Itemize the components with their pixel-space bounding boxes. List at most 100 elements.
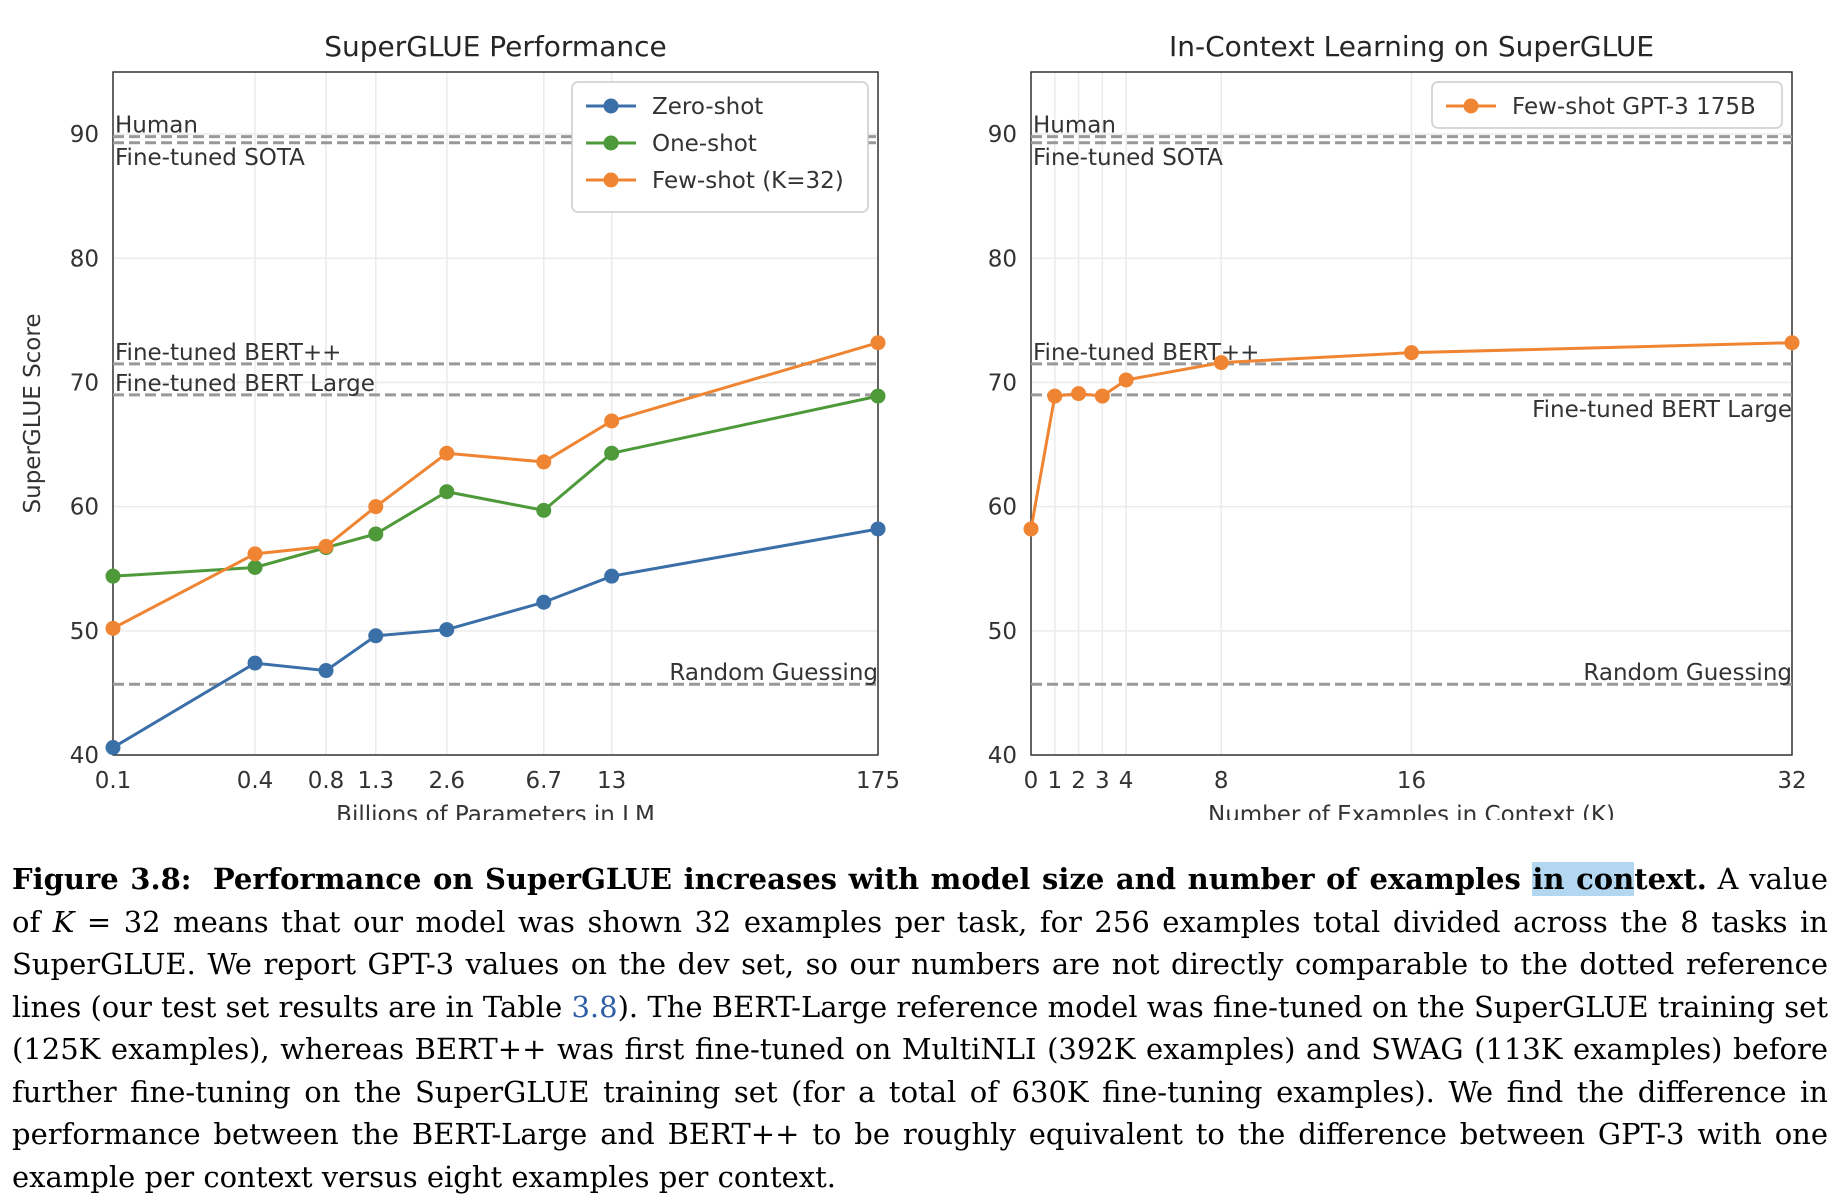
data-point [439, 484, 455, 500]
legend-label-few-shot-k-32: Few-shot (K=32) [652, 168, 844, 194]
data-point [1404, 345, 1419, 361]
series-line-zero-shot [112, 527, 879, 749]
x-axis-label: Number of Examples in Context (K) [1208, 802, 1615, 820]
legend-swatch-marker [603, 135, 619, 151]
data-point [870, 521, 886, 537]
x-tick-label: 13 [597, 768, 626, 794]
data-point [318, 663, 334, 679]
caption-k-symbol: K [52, 904, 75, 939]
series-few-shot-k-32 [105, 335, 886, 636]
caption-bold-heading: Performance on SuperGLUE increases with … [212, 862, 1533, 896]
x-tick-label: 0.1 [95, 768, 132, 794]
data-point [247, 559, 263, 575]
x-tick-label: 32 [1777, 768, 1806, 794]
y-tick-label: 90 [988, 122, 1017, 148]
data-point [1071, 386, 1087, 402]
legend-swatch-marker [1463, 98, 1479, 114]
caption-text-3: ). The BERT-Large reference model was fi… [12, 989, 1828, 1194]
legend-label-few-shot-gpt-3-175b: Few-shot GPT-3 175B [1512, 94, 1756, 120]
x-tick-label: 2 [1071, 768, 1086, 794]
x-tick-label: 2.6 [428, 768, 465, 794]
figure-caption: Figure 3.8: Performance on SuperGLUE inc… [12, 858, 1828, 1198]
caption-text-2: = 32 means that our model was shown 32 e… [12, 904, 1828, 1024]
figure-charts: Human Fine-tuned SOTA Fine-tuned BERT++ Fin… [20, 30, 1807, 820]
data-point [604, 568, 620, 584]
data-point [368, 499, 384, 515]
data-point [247, 546, 263, 562]
data-point [1118, 372, 1134, 388]
reference-label-fine-tuned-bert: Fine-tuned BERT++ [115, 340, 341, 366]
legend-label-one-shot: One-shot [652, 131, 757, 157]
data-point [439, 622, 455, 638]
y-tick-label: 90 [70, 122, 99, 148]
plot-frame [1030, 71, 1793, 756]
legend-swatch-marker [603, 172, 619, 188]
reference-label-human: Human [115, 113, 198, 139]
data-point [439, 445, 455, 461]
chart-superglue-performance: Human Fine-tuned SOTA Fine-tuned BERT++ Fin… [20, 30, 900, 820]
caption-figure-label: Figure 3.8: [12, 862, 192, 896]
caption-table-link[interactable]: 3.8 [571, 989, 618, 1024]
y-tick-label: 70 [70, 370, 99, 396]
reference-label-random-guessing: Random Guessing [1583, 660, 1792, 686]
y-tick-label: 40 [988, 743, 1017, 769]
data-point [536, 502, 552, 518]
y-tick-label: 80 [988, 246, 1017, 272]
legend: Zero-shot One-shot Few-shot (K=32) [571, 81, 869, 213]
data-point [1784, 335, 1800, 351]
data-point [870, 335, 886, 351]
legend-label-zero-shot: Zero-shot [652, 94, 763, 120]
x-tick-label: 0 [1024, 768, 1039, 794]
data-point [1023, 521, 1039, 537]
x-tick-label: 3 [1095, 768, 1110, 794]
data-point [604, 413, 620, 429]
y-tick-label: 50 [70, 619, 99, 645]
y-tick-label: 50 [988, 619, 1017, 645]
data-point [105, 740, 121, 756]
x-tick-label: 175 [856, 768, 900, 794]
x-tick-label: 1 [1047, 768, 1062, 794]
x-tick-label: 0.4 [237, 768, 274, 794]
data-point [1047, 388, 1063, 404]
y-axis-label: SuperGLUE Score [20, 314, 46, 514]
series-one-shot [105, 388, 886, 584]
y-tick-label: 70 [988, 370, 1017, 396]
legend-box [1431, 81, 1783, 129]
data-point [1213, 355, 1229, 371]
caption-highlighted-text: in con [1532, 862, 1635, 896]
x-tick-label: 1.3 [357, 768, 394, 794]
plot-frame [112, 71, 879, 756]
data-point [1094, 388, 1110, 404]
x-tick-label: 0.8 [308, 768, 345, 794]
reference-label-random-guessing: Random Guessing [669, 660, 878, 686]
x-axis-label: Billions of Parameters in LM [336, 802, 655, 820]
y-tick-label: 40 [70, 743, 99, 769]
series-line-one-shot [112, 394, 879, 578]
data-point [105, 568, 121, 584]
series-line-few-shot-k-32 [112, 341, 879, 630]
chart-title: SuperGLUE Performance [324, 30, 666, 63]
caption-bold-heading-end: text. [1634, 862, 1707, 896]
x-tick-label: 8 [1214, 768, 1229, 794]
data-point [368, 628, 384, 644]
x-tick-label: 16 [1397, 768, 1426, 794]
reference-label-fine-tuned-sota: Fine-tuned SOTA [115, 145, 305, 171]
data-point [536, 454, 552, 470]
y-tick-label: 60 [988, 495, 1017, 521]
legend-swatch-marker [603, 98, 619, 114]
data-point [536, 594, 552, 610]
reference-label-fine-tuned-bert-large: Fine-tuned BERT Large [1532, 397, 1792, 423]
data-point [318, 538, 334, 554]
reference-label-fine-tuned-sota: Fine-tuned SOTA [1033, 145, 1223, 171]
series-few-shot-gpt-3-175b [1023, 335, 1800, 537]
data-point [604, 445, 620, 461]
data-point [368, 526, 384, 542]
x-tick-label: 6.7 [525, 768, 562, 794]
legend-box [571, 81, 869, 213]
data-point [105, 620, 121, 636]
chart-title: In-Context Learning on SuperGLUE [1169, 30, 1654, 63]
reference-label-human: Human [1033, 113, 1116, 139]
legend: Few-shot GPT-3 175B [1431, 81, 1783, 129]
data-point [870, 388, 886, 404]
